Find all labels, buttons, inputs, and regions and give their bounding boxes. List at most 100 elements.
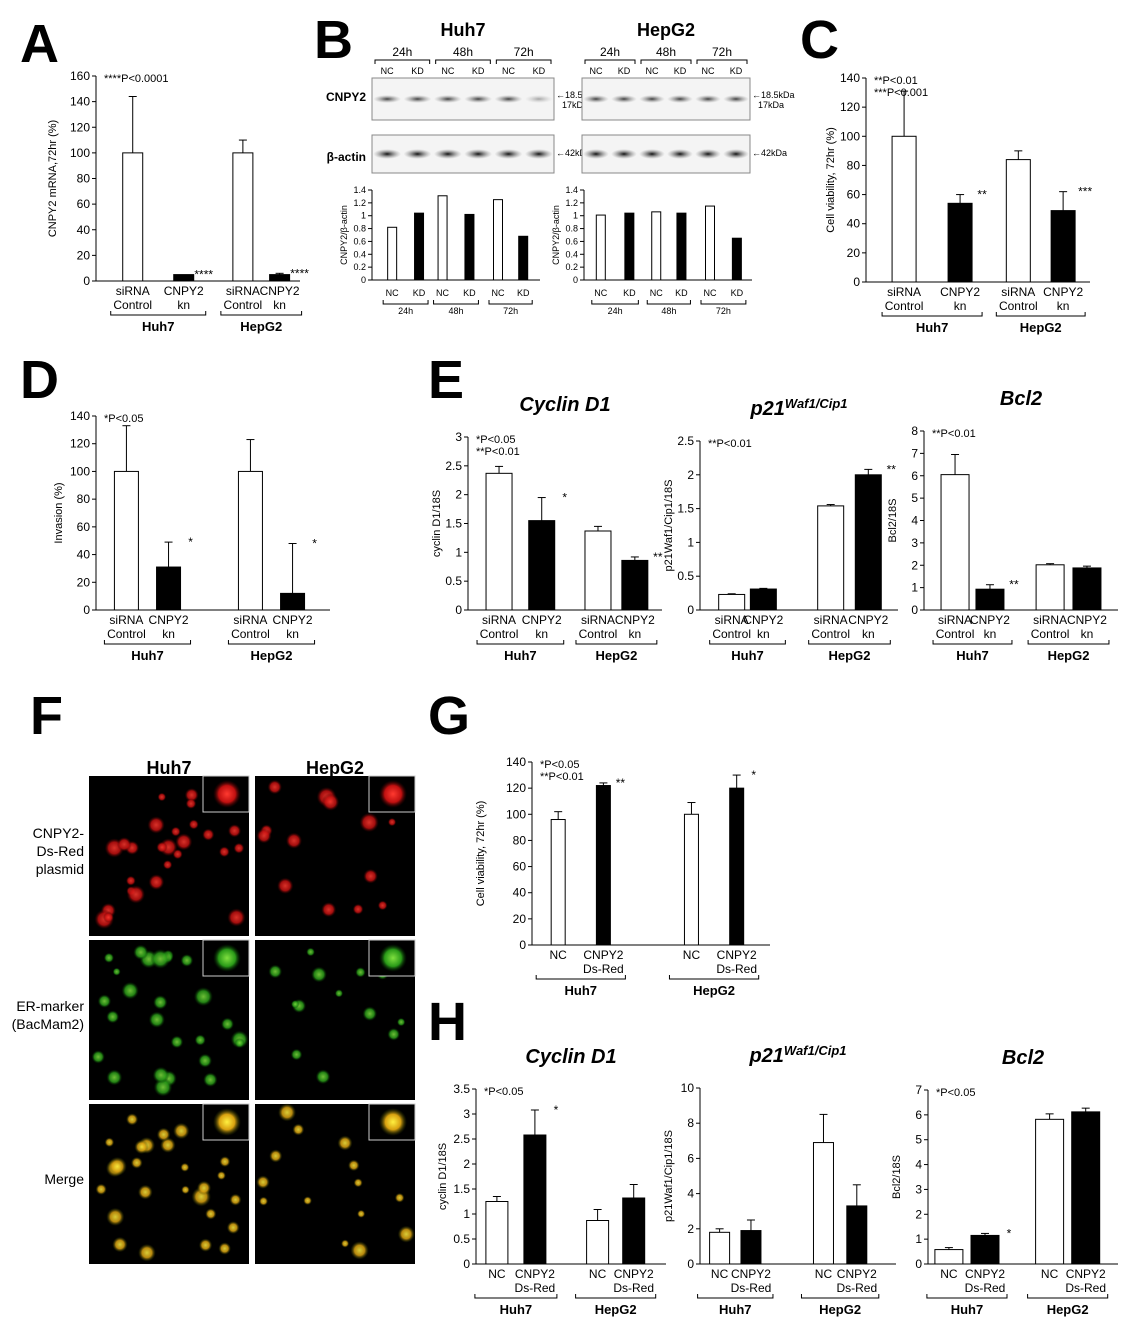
group-label: 72h	[716, 306, 731, 316]
cell-signal	[353, 1178, 363, 1188]
timepoint-bracket	[374, 59, 431, 64]
category-label: KD	[413, 288, 426, 298]
bar	[1071, 1111, 1101, 1265]
cell-signal	[106, 1207, 125, 1227]
y-tick-label: 0.6	[565, 236, 578, 246]
group-bracket	[1027, 1294, 1109, 1299]
y-tick-label: 0.4	[565, 249, 578, 259]
group-bracket	[881, 312, 983, 317]
cell-signal	[138, 1243, 156, 1262]
category-label: siRNA	[482, 613, 516, 627]
cell-signal	[104, 1137, 115, 1148]
group-label: Huh7	[719, 1302, 752, 1317]
chart-e-bcl2: 012345678Bcl2/18SsiRNAControl**CNPY2knsi…	[887, 388, 1118, 663]
protein-band	[524, 95, 553, 103]
y-tick-label: 5	[911, 491, 918, 505]
lane-label: NC	[502, 66, 515, 76]
category-label: kn	[984, 627, 997, 641]
cell-signal	[218, 846, 230, 858]
cell-signal	[106, 1069, 123, 1086]
group-label: Huh7	[956, 648, 989, 663]
p-value-note: *P<0.05	[476, 434, 515, 446]
y-tick-label: 3.5	[453, 1082, 470, 1096]
cell-signal	[340, 1239, 350, 1248]
category-label: KD	[731, 288, 744, 298]
category-label: CNPY2	[743, 613, 783, 627]
y-tick-label: 1	[911, 581, 918, 595]
cell-signal	[130, 1156, 143, 1169]
panel-letter-c: C	[800, 10, 839, 70]
cell-signal	[103, 911, 114, 923]
cell-signal	[153, 995, 168, 1010]
category-label: CNPY2	[522, 613, 562, 627]
p-value-note: **P<0.01	[476, 446, 520, 458]
protein-band	[639, 149, 665, 159]
category-label: Ds-Red	[731, 1281, 772, 1295]
cell-signal	[359, 812, 379, 833]
panel-letter-f: F	[30, 686, 63, 746]
cell-signal	[216, 1171, 226, 1181]
bar	[269, 274, 291, 282]
timepoint-label: 72h	[514, 45, 534, 59]
bar	[122, 152, 144, 282]
y-tick-label: 3	[463, 1107, 470, 1121]
y-tick-label: 8	[911, 424, 918, 438]
bar	[740, 1230, 762, 1265]
cell-signal	[352, 903, 364, 915]
bar	[718, 593, 746, 611]
protein-band	[723, 95, 749, 103]
y-tick-label: 0	[573, 275, 578, 285]
y-tick-label: 60	[77, 197, 91, 211]
cell-signal	[355, 967, 366, 978]
category-label: kn	[177, 298, 190, 312]
y-tick-label: 6	[687, 1151, 694, 1165]
bar	[683, 813, 699, 946]
category-label: kn	[162, 627, 175, 641]
category-label: CNPY2	[970, 613, 1010, 627]
group-bracket	[227, 640, 316, 645]
chart-b-hepg2-quant: 0 0.2 0.4 0.6 0.8 1 1.2 1.4 CNPY2/β-actin NC KD NC K…	[551, 185, 752, 316]
protein-band	[403, 149, 432, 159]
actin-blot-strip	[581, 134, 751, 174]
y-axis-label: cyclin D1/18S	[437, 1143, 449, 1210]
p-value-note: *P<0.05	[540, 759, 579, 771]
cell-signal	[194, 1034, 206, 1046]
category-label: CNPY2	[615, 613, 655, 627]
bar	[891, 135, 917, 283]
cell-signal	[256, 828, 272, 844]
p-value-note: *P<0.05	[484, 1086, 523, 1098]
y-tick-label: 0.8	[353, 224, 366, 234]
protein-band	[403, 95, 432, 103]
protein-band	[723, 149, 749, 159]
y-tick-label: 140	[506, 755, 526, 769]
y-tick-label: 140	[70, 95, 90, 109]
cell-signal	[106, 1010, 120, 1024]
cell-signal	[363, 868, 378, 884]
category-label: NC	[589, 1267, 607, 1281]
cell-signal	[185, 798, 197, 809]
p-value-note: **P<0.01	[932, 428, 976, 440]
bar	[528, 520, 556, 611]
bar	[584, 530, 612, 611]
microscopy-panel: Huh7 HepG2 CNPY2- Ds-Red plasmid ER-marker (Ba…	[12, 758, 416, 1264]
y-tick-label: 80	[847, 158, 861, 172]
cnpy2-blot-strip	[581, 77, 751, 121]
significance-marker: **	[887, 462, 897, 476]
category-label: kn	[1057, 299, 1070, 313]
y-tick-label: 1	[463, 1207, 470, 1221]
group-label: Huh7	[951, 1302, 984, 1317]
cell-signal	[219, 1156, 231, 1168]
y-tick-label: 2.5	[677, 434, 694, 448]
y-tick-label: 0	[687, 1257, 694, 1271]
timepoint-label: 48h	[453, 45, 473, 59]
cell-signal	[97, 994, 112, 1008]
y-tick-label: 100	[506, 807, 526, 821]
category-label: Control	[579, 627, 618, 641]
y-tick-label: 20	[513, 912, 527, 926]
cell-signal	[205, 1208, 217, 1220]
micro-row-label-line: Ds-Red	[37, 843, 84, 859]
group-bracket	[800, 1294, 880, 1299]
y-tick-label: 20	[77, 248, 91, 262]
